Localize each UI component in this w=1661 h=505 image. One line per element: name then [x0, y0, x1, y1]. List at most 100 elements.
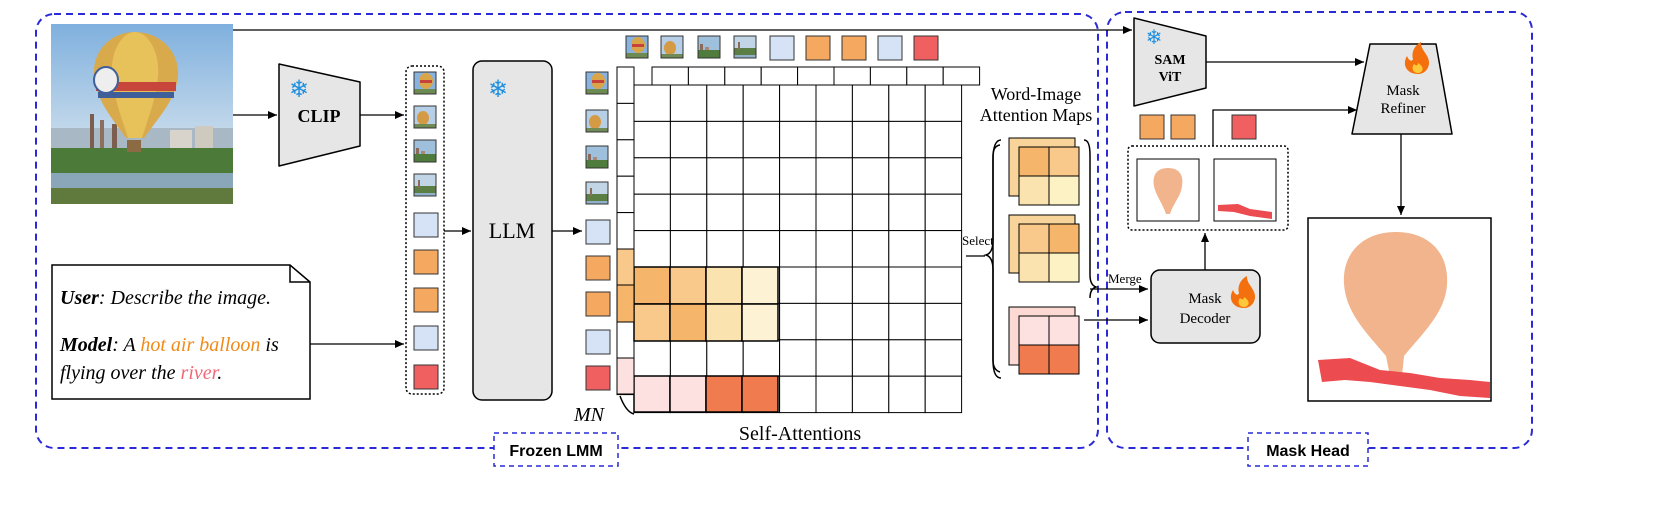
attention-cell [851, 339, 890, 377]
attention-side-strip [616, 357, 635, 395]
attention-cell [851, 266, 890, 304]
row-token [585, 219, 611, 245]
attention-side-cell [616, 66, 635, 104]
attention-cell [633, 157, 671, 195]
attention-cell [815, 84, 853, 122]
decoder-fire-icon [1230, 276, 1256, 308]
connectors [233, 26, 1405, 348]
attention-cell [779, 302, 817, 341]
row-token [585, 365, 611, 391]
row-token-1 [585, 71, 609, 95]
attention-header-cell [906, 66, 944, 86]
attention-cell [924, 230, 963, 268]
prompt-user-line: User: Describe the image. [60, 287, 271, 309]
attention-header-cell [760, 66, 799, 86]
frozen-lmm-label: Frozen LMM [509, 443, 602, 460]
attention-cell [742, 157, 781, 195]
mn-brace [619, 395, 635, 415]
attention-cell [742, 339, 781, 377]
attention-cell [888, 302, 926, 341]
attention-cell [706, 230, 744, 268]
attention-cell [815, 302, 853, 341]
clip-label: CLIP [297, 106, 340, 126]
decoder-label-line2: Decoder [1180, 311, 1231, 327]
mask-head-label-box [1247, 432, 1369, 467]
prompt-model-line-2: flying over the river. [60, 362, 222, 384]
attention-cell [779, 375, 817, 414]
select-label: Select [962, 233, 994, 248]
sam-snowflake-icon: ❄ [1146, 27, 1163, 49]
attention-cell [924, 266, 963, 304]
attention-highlight-red [633, 375, 779, 413]
col-token [877, 35, 903, 61]
attention-cell [742, 193, 781, 232]
llm-label: LLM [489, 218, 535, 243]
merge-label: Merge [1108, 271, 1142, 286]
select-brace [983, 139, 1002, 379]
attention-side-strip [616, 284, 635, 323]
mask-head-frame [1106, 11, 1533, 449]
attention-side-cell [616, 321, 635, 359]
col-token-4 [733, 35, 757, 59]
attention-cell [669, 339, 708, 377]
token-sequence [405, 65, 445, 395]
attention-cell [851, 157, 890, 195]
merge-brace [1083, 139, 1099, 299]
attention-cell [924, 157, 963, 195]
attention-cell [924, 193, 963, 232]
col-token [805, 35, 831, 61]
refiner-fire-core [1412, 63, 1423, 73]
attention-side-cell [616, 139, 635, 177]
row-token-2 [585, 109, 609, 133]
text-token [413, 212, 439, 238]
attention-cell [888, 193, 926, 232]
attention-cell [924, 302, 963, 341]
attention-cell [851, 193, 890, 232]
attention-cell [924, 375, 963, 414]
row-token [585, 291, 611, 317]
prompt-document-fold [289, 265, 310, 283]
mask-head-label: Mask Head [1266, 443, 1350, 460]
attention-cell [779, 120, 817, 159]
attention-header-cell [869, 66, 908, 86]
attention-cell [888, 157, 926, 195]
attention-cell [742, 230, 781, 268]
col-token-3 [697, 35, 721, 59]
row-token [585, 255, 611, 281]
frozen-lmm-label-box [493, 432, 619, 467]
attention-header-cell [724, 66, 762, 86]
attention-cell [706, 84, 744, 122]
attention-cell [742, 84, 781, 122]
attention-header-cell [942, 66, 981, 86]
image-token-2 [413, 105, 437, 129]
attention-highlight-orange [633, 266, 779, 342]
attention-cell [706, 193, 744, 232]
attention-side-cell [616, 102, 635, 141]
coarse-mask-balloon-shape [1153, 168, 1183, 214]
attention-cell [742, 120, 781, 159]
decoder-fire-core [1238, 297, 1249, 307]
text-token [413, 249, 439, 275]
col-token [769, 35, 795, 61]
attention-cell [779, 84, 817, 122]
refiner-label-line1: Mask [1386, 83, 1420, 99]
attention-cell [815, 266, 853, 304]
attention-cell [669, 157, 708, 195]
attention-cell [815, 375, 853, 414]
attention-side-cell [616, 175, 635, 214]
input-image [51, 24, 233, 204]
attention-cell [815, 230, 853, 268]
attention-cell [815, 120, 853, 159]
attention-header-cell [687, 66, 726, 86]
word-image-title-line1: Word-Image [991, 84, 1082, 104]
attention-map-stack-2 [1008, 214, 1080, 283]
attention-cell [851, 120, 890, 159]
attention-map-stack-1 [1008, 137, 1080, 206]
attention-cell [851, 84, 890, 122]
prompt-token [1139, 114, 1165, 140]
self-attentions-label: Self-Attentions [739, 423, 861, 445]
row-token [585, 329, 611, 355]
llm-snowflake-icon: ❄ [488, 76, 508, 103]
attention-cell [924, 120, 963, 159]
image-token-3 [413, 139, 437, 163]
